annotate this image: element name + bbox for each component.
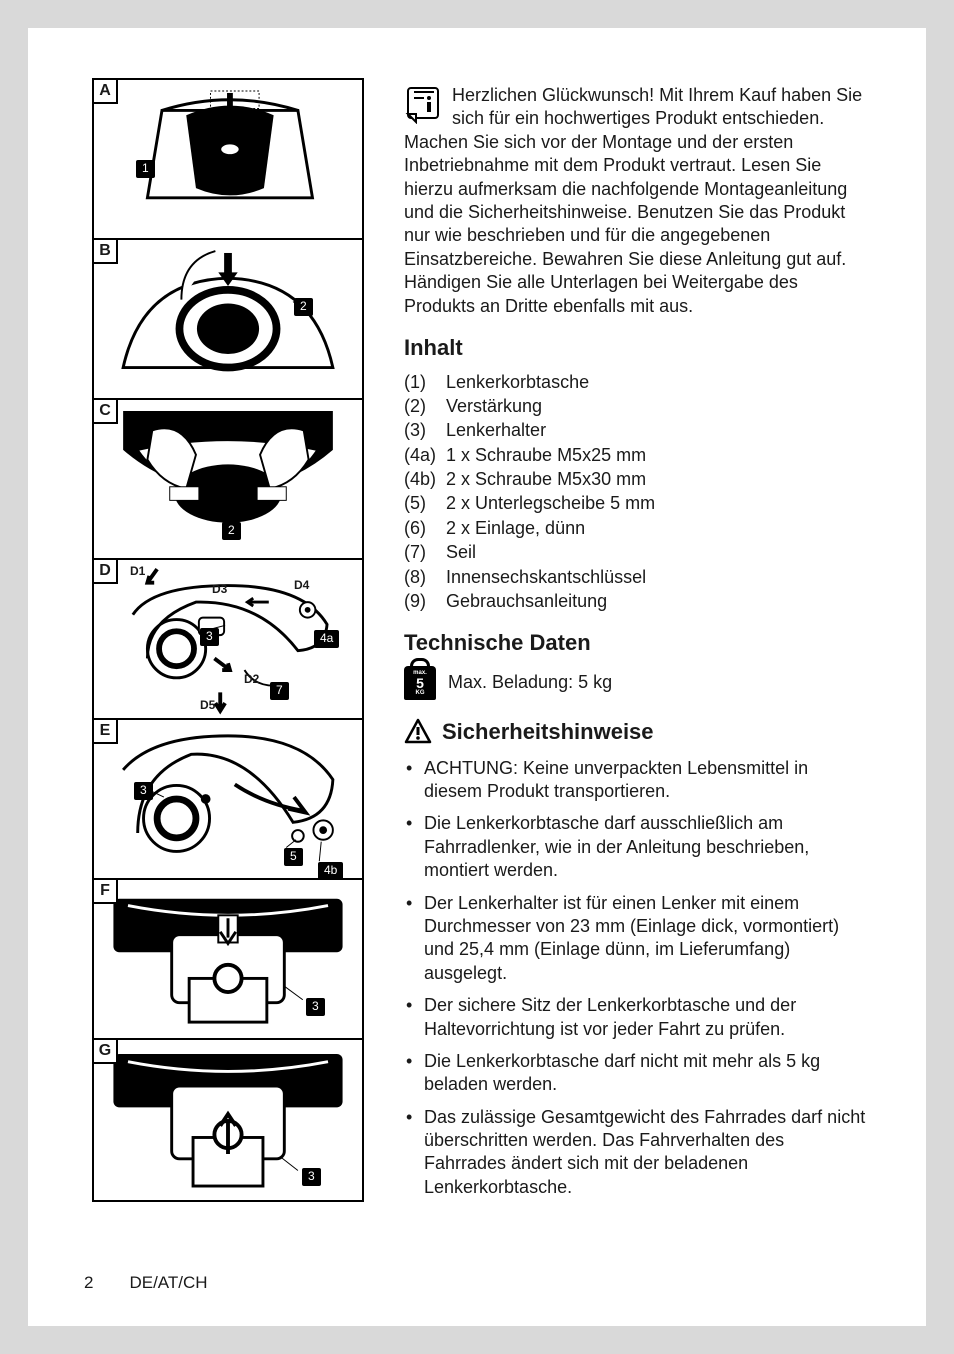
diagram-column: A 1 B <box>92 78 364 1202</box>
diagram-label: A <box>94 80 118 104</box>
safety-item: Der Lenkerhalter ist für einen Lenker mi… <box>404 892 870 986</box>
diagram-callout: 3 <box>134 782 153 800</box>
contents-item-number: (4a) <box>404 444 446 467</box>
contents-item: (4b)2 x Schraube M5x30 mm <box>404 468 870 491</box>
diagram-callout: 4a <box>314 630 339 648</box>
safety-item: Die Lenkerkorbtasche darf ausschließlich… <box>404 812 870 882</box>
diagram-g: G 3 <box>94 1040 362 1200</box>
diagram-callout: 3 <box>306 998 325 1016</box>
contents-item: (8)Innensechskantschlüssel <box>404 566 870 589</box>
contents-item-number: (2) <box>404 395 446 418</box>
diagram-sublabel: D4 <box>294 578 309 594</box>
contents-item-text: Verstärkung <box>446 395 542 418</box>
safety-item: ACHTUNG: Keine unverpackten Lebensmittel… <box>404 757 870 804</box>
contents-item: (4a)1 x Schraube M5x25 mm <box>404 444 870 467</box>
contents-item: (1)Lenkerkorbtasche <box>404 371 870 394</box>
safety-item: Der sichere Sitz der Lenkerkorbtasche un… <box>404 994 870 1041</box>
contents-item-text: 2 x Unterlegscheibe 5 mm <box>446 492 655 515</box>
contents-item-text: 2 x Schraube M5x30 mm <box>446 468 646 491</box>
contents-item-number: (5) <box>404 492 446 515</box>
safety-item: Die Lenkerkorbtasche darf nicht mit mehr… <box>404 1050 870 1097</box>
page-number: 2 <box>84 1272 93 1294</box>
contents-item-text: Lenkerhalter <box>446 419 546 442</box>
diagram-f: F 3 <box>94 880 362 1040</box>
diagram-e: E 3 5 4b <box>94 720 362 880</box>
diagram-label: D <box>94 560 118 584</box>
diagram-sublabel: D5 <box>200 698 215 714</box>
contents-item: (7)Seil <box>404 541 870 564</box>
diagram-label: B <box>94 240 118 264</box>
diagram-b: B 2 <box>94 240 362 400</box>
diagram-callout: 4b <box>318 862 343 880</box>
diagram-sublabel: D2 <box>244 672 259 688</box>
region-code: DE/AT/CH <box>129 1272 207 1294</box>
contents-item-text: Lenkerkorbtasche <box>446 371 589 394</box>
tech-heading: Technische Daten <box>404 629 870 658</box>
contents-item: (6)2 x Einlage, dünn <box>404 517 870 540</box>
contents-item-number: (9) <box>404 590 446 613</box>
safety-heading: Sicherheitshinweise <box>442 718 654 747</box>
diagram-sublabel: D1 <box>130 564 145 580</box>
diagram-d: D 3 4a 7 D1 D3 D4 D2 <box>94 560 362 720</box>
diagram-label: C <box>94 400 118 424</box>
contents-item: (5)2 x Unterlegscheibe 5 mm <box>404 492 870 515</box>
intro-block: Herzlichen Glückwunsch! Mit Ihrem Kauf h… <box>404 84 870 318</box>
tech-text: Max. Beladung: 5 kg <box>448 671 612 694</box>
contents-item-number: (8) <box>404 566 446 589</box>
diagram-callout: 5 <box>284 848 303 866</box>
diagram-callout: 2 <box>222 522 241 540</box>
diagram-label: E <box>94 720 118 744</box>
diagram-callout: 2 <box>294 298 313 316</box>
diagram-g-art <box>94 1040 362 1200</box>
contents-item: (9)Gebrauchsanleitung <box>404 590 870 613</box>
contents-item-text: 1 x Schraube M5x25 mm <box>446 444 646 467</box>
diagram-label: G <box>94 1040 118 1064</box>
contents-item-text: Innensechskantschlüssel <box>446 566 646 589</box>
diagram-callout: 1 <box>136 160 155 178</box>
contents-item: (3)Lenkerhalter <box>404 419 870 442</box>
diagram-callout: 3 <box>302 1168 321 1186</box>
diagram-sublabel: D3 <box>212 582 227 598</box>
diagram-callout: 7 <box>270 682 289 700</box>
contents-item-number: (4b) <box>404 468 446 491</box>
diagram-a: A 1 <box>94 80 362 240</box>
diagram-b-art <box>94 240 362 398</box>
safety-list: ACHTUNG: Keine unverpackten Lebensmittel… <box>404 757 870 1200</box>
intro-text: Herzlichen Glückwunsch! Mit Ihrem Kauf h… <box>404 84 870 318</box>
diagram-callout: 3 <box>200 628 219 646</box>
warning-icon <box>404 718 432 746</box>
contents-item-number: (7) <box>404 541 446 564</box>
contents-list: (1)Lenkerkorbtasche(2)Verstärkung(3)Lenk… <box>404 371 870 614</box>
contents-item-text: 2 x Einlage, dünn <box>446 517 585 540</box>
contents-item: (2)Verstärkung <box>404 395 870 418</box>
diagram-c: C 2 <box>94 400 362 560</box>
footer: 2 DE/AT/CH <box>84 1272 208 1294</box>
max-weight-icon: max. 5 KG <box>404 666 436 700</box>
contents-item-text: Gebrauchsanleitung <box>446 590 607 613</box>
tech-row: max. 5 KG Max. Beladung: 5 kg <box>404 666 870 700</box>
diagram-label: F <box>94 880 118 904</box>
contents-heading: Inhalt <box>404 334 870 363</box>
safety-item: Das zulässige Gesamtgewicht des Fahrrade… <box>404 1106 870 1200</box>
contents-item-number: (6) <box>404 517 446 540</box>
contents-item-number: (1) <box>404 371 446 394</box>
contents-item-number: (3) <box>404 419 446 442</box>
contents-item-text: Seil <box>446 541 476 564</box>
info-icon <box>404 84 444 124</box>
diagram-a-art <box>94 80 362 238</box>
